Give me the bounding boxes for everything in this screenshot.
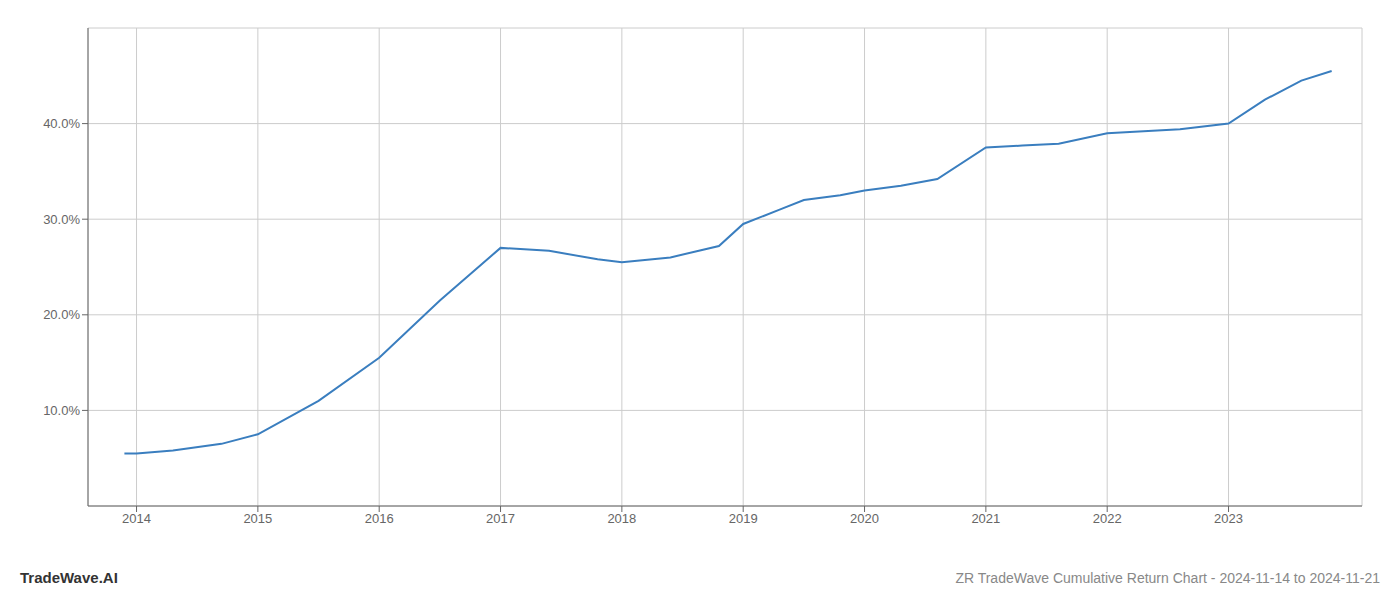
html-text:TradeWave.AI: TradeWave.AI [20,569,118,586]
svg-text:20.0%: 20.0% [43,307,80,322]
svg-text:30.0%: 30.0% [43,212,80,227]
svg-text:2017: 2017 [486,511,515,526]
svg-text:40.0%: 40.0% [43,116,80,131]
svg-text:2020: 2020 [850,511,879,526]
svg-text:2022: 2022 [1093,511,1122,526]
svg-text:10.0%: 10.0% [43,403,80,418]
svg-text:2023: 2023 [1214,511,1243,526]
html-text:ZR TradeWave Cumulative Return: ZR TradeWave Cumulative Return Chart - 2… [955,570,1380,586]
svg-text:2021: 2021 [971,511,1000,526]
svg-text:2018: 2018 [607,511,636,526]
svg-text:2019: 2019 [729,511,758,526]
svg-text:2015: 2015 [243,511,272,526]
svg-text:2014: 2014 [122,511,151,526]
svg-text:2016: 2016 [365,511,394,526]
